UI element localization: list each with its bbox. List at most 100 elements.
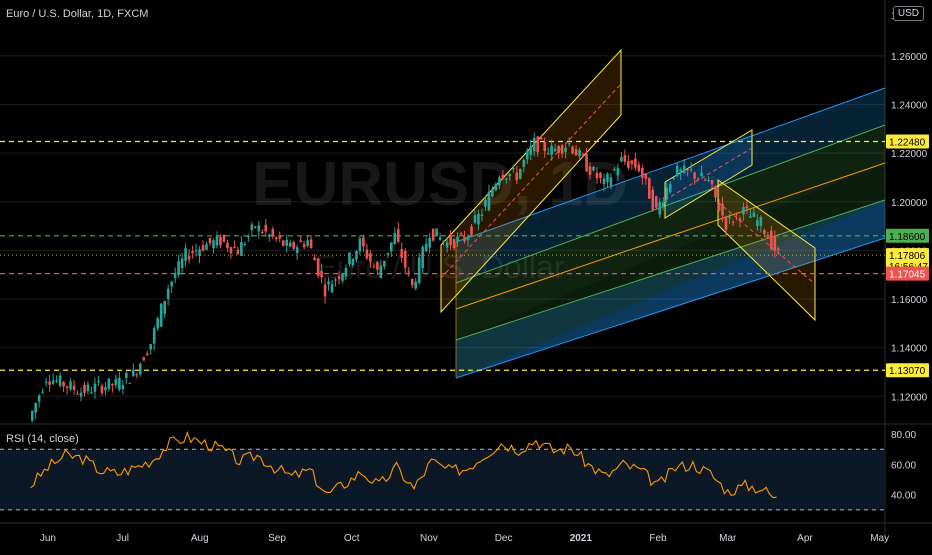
candle-body xyxy=(696,178,700,180)
candle-body xyxy=(498,177,501,186)
candle-body xyxy=(51,380,55,384)
rsi-tick-label: 80.00 xyxy=(891,430,916,441)
currency-button[interactable]: USD xyxy=(892,6,924,21)
candle-body xyxy=(341,273,344,281)
candle-body xyxy=(456,236,459,242)
candle-body xyxy=(138,363,142,375)
candle-body xyxy=(44,381,48,384)
candle-body xyxy=(522,160,526,167)
channel-bottom-band xyxy=(456,200,885,378)
price-tick-label: 1.22000 xyxy=(891,149,928,160)
candle-body xyxy=(111,383,114,386)
candle-body xyxy=(403,250,407,268)
candle-body xyxy=(37,395,41,402)
candle-body xyxy=(602,178,606,185)
candle-body xyxy=(306,240,309,246)
candle-body xyxy=(121,385,125,390)
candle-body xyxy=(365,249,369,259)
candle-body xyxy=(170,281,173,287)
candle-body xyxy=(135,374,139,376)
candle-body xyxy=(449,236,452,245)
candle-body xyxy=(114,378,118,386)
price-tick-label: 1.14000 xyxy=(891,344,928,355)
candle-body xyxy=(128,383,132,385)
candle-body xyxy=(142,357,146,361)
candle-body xyxy=(682,165,686,173)
rsi-pane xyxy=(0,430,885,511)
candle-body xyxy=(295,247,299,254)
time-tick-label: Dec xyxy=(495,533,513,544)
candle-body xyxy=(97,381,100,383)
candle-body xyxy=(494,184,498,191)
candle-body xyxy=(104,387,107,391)
candle-body xyxy=(654,196,658,208)
candle-body xyxy=(93,383,97,392)
price-tick-label: 1.24000 xyxy=(891,101,928,112)
candle-body xyxy=(546,153,550,155)
candle-body xyxy=(149,344,153,350)
candle-body xyxy=(334,279,337,281)
symbol-title[interactable]: Euro / U.S. Dollar, 1D, FXCM xyxy=(6,8,149,20)
candle-body xyxy=(254,226,257,228)
candle-body xyxy=(606,173,609,183)
candle-body xyxy=(609,177,613,187)
candle-body xyxy=(508,173,512,177)
candle-body xyxy=(41,391,44,393)
candle-body xyxy=(72,385,76,390)
grid-lines xyxy=(0,55,885,397)
price-label-box xyxy=(886,228,929,243)
candle-body xyxy=(724,216,728,230)
candle-body xyxy=(86,384,90,392)
candle-body xyxy=(76,393,79,395)
time-tick-label: May xyxy=(870,533,889,544)
candle-body xyxy=(501,174,505,179)
candle-body xyxy=(118,377,121,390)
candle-body xyxy=(421,246,424,269)
candle-body xyxy=(323,284,327,297)
candle-body xyxy=(79,392,83,397)
candle-body xyxy=(219,236,222,246)
candle-body xyxy=(477,213,480,225)
candle-body xyxy=(710,180,714,185)
price-label-value: 1.17045 xyxy=(889,270,926,281)
price-label-box xyxy=(886,248,929,273)
candle-body xyxy=(668,184,672,193)
candle-body xyxy=(742,206,745,215)
candle-body xyxy=(184,248,187,261)
candle-body xyxy=(299,240,302,242)
candle-body xyxy=(159,303,163,327)
channel-line xyxy=(455,124,886,284)
candle-body xyxy=(693,172,696,179)
candle-body xyxy=(226,242,229,249)
candle-body xyxy=(641,167,644,178)
time-tick-label: Aug xyxy=(191,533,209,544)
candle-body xyxy=(731,221,735,223)
candle-body xyxy=(396,229,400,242)
rsi-title[interactable]: RSI (14, close) xyxy=(6,433,79,445)
candle-body xyxy=(48,381,51,385)
candle-body xyxy=(616,168,620,176)
candle-body xyxy=(745,206,749,209)
candle-body xyxy=(100,385,104,393)
candle-body xyxy=(679,169,682,173)
candle-body xyxy=(278,235,282,239)
price-label-value: 1.13070 xyxy=(889,366,926,377)
candle-body xyxy=(445,242,449,248)
candle-body xyxy=(55,380,58,382)
watermark-ticker: EURUSD, 1D xyxy=(252,150,628,219)
candle-body xyxy=(229,247,233,254)
candle-body xyxy=(592,166,595,171)
candle-body xyxy=(627,160,630,168)
candle-body xyxy=(553,148,557,152)
candle-body xyxy=(313,257,316,261)
candle-body xyxy=(166,288,170,299)
candle-body xyxy=(567,143,571,145)
candle-body xyxy=(372,266,376,268)
channel-line xyxy=(455,199,886,341)
candle-body xyxy=(529,146,533,155)
candle-body xyxy=(707,180,710,182)
candle-body xyxy=(330,284,334,293)
candle-body xyxy=(198,249,201,256)
